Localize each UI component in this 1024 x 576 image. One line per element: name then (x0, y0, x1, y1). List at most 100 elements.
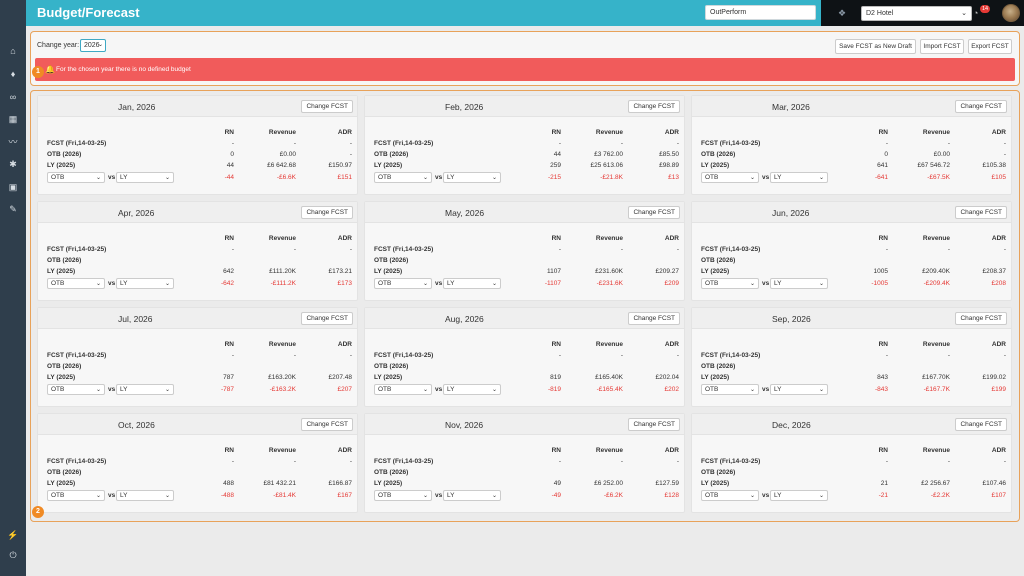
diff-revenue: -£209.4K (923, 280, 950, 287)
change-fcst-button[interactable]: Change FCST (955, 312, 1007, 325)
compare-left-select[interactable]: OTB ⌄ (374, 490, 432, 501)
change-fcst-button[interactable]: Change FCST (628, 418, 680, 431)
adr-header: ADR (991, 341, 1006, 348)
compare-right-select[interactable]: LY ⌄ (116, 384, 174, 395)
notification-badge[interactable]: 14 (980, 5, 991, 13)
compare-left-select[interactable]: OTB ⌄ (701, 490, 759, 501)
compare-left-select[interactable]: OTB ⌄ (47, 384, 105, 395)
compare-left-select[interactable]: OTB ⌄ (47, 490, 105, 501)
image-icon[interactable]: ▣ (8, 182, 18, 192)
ly-adr: £107.46 (982, 480, 1007, 487)
fcst-rn: - (558, 246, 561, 253)
compare-right-select[interactable]: LY ⌄ (770, 278, 828, 289)
compare-left-value: OTB (705, 280, 719, 287)
plug-icon[interactable]: ⚡ (7, 530, 19, 540)
month-card-header: Aug, 2026 Change FCST (365, 308, 684, 329)
compare-left-select[interactable]: OTB ⌄ (374, 278, 432, 289)
compare-left-select[interactable]: OTB ⌄ (374, 384, 432, 395)
month-card-header: Sep, 2026 Change FCST (692, 308, 1011, 329)
fcst-adr: - (349, 458, 352, 465)
hotel-select[interactable]: D2 Hotel ⌄ (861, 6, 972, 21)
compare-left-value: OTB (378, 386, 392, 393)
month-card: Apr, 2026 Change FCST RN Revenue ADR FCS… (37, 201, 358, 301)
compare-left-select[interactable]: OTB ⌄ (701, 278, 759, 289)
compare-right-value: LY (120, 386, 128, 393)
month-card-header: Oct, 2026 Change FCST (38, 414, 357, 435)
compare-left-select[interactable]: OTB ⌄ (47, 278, 105, 289)
diff-rn: -215 (547, 174, 561, 181)
compare-right-select[interactable]: LY ⌄ (770, 172, 828, 183)
change-fcst-button[interactable]: Change FCST (955, 100, 1007, 113)
ly-row-label: LY (2025) (701, 480, 730, 487)
month-card-header: Jun, 2026 Change FCST (692, 202, 1011, 223)
vs-label: vs (435, 386, 443, 393)
compare-left-select[interactable]: OTB ⌄ (701, 384, 759, 395)
rn-header: RN (224, 447, 234, 454)
compare-right-select[interactable]: LY ⌄ (443, 490, 501, 501)
change-fcst-button[interactable]: Change FCST (301, 312, 353, 325)
change-fcst-button[interactable]: Change FCST (955, 206, 1007, 219)
save-fcst-draft-button[interactable]: Save FCST as New Draft (835, 39, 916, 54)
change-fcst-button[interactable]: Change FCST (301, 418, 353, 431)
change-fcst-button[interactable]: Change FCST (301, 206, 353, 219)
chevron-down-icon: ⌄ (422, 175, 428, 181)
ly-row-label: LY (2025) (47, 480, 76, 487)
year-select[interactable]: 2026 ⌄ (80, 39, 106, 52)
change-fcst-button[interactable]: Change FCST (628, 312, 680, 325)
compare-right-select[interactable]: LY ⌄ (116, 490, 174, 501)
compare-right-select[interactable]: LY ⌄ (116, 278, 174, 289)
diff-rn: -1005 (871, 280, 888, 287)
wrench-icon[interactable]: ✎ (9, 204, 17, 214)
compare-left-select[interactable]: OTB ⌄ (374, 172, 432, 183)
compare-right-select[interactable]: LY ⌄ (770, 490, 828, 501)
compare-left-value: OTB (705, 386, 719, 393)
home-icon[interactable]: ⌂ (10, 46, 16, 56)
clock-icon[interactable]: ◔ (973, 8, 979, 18)
compare-left-select[interactable]: OTB ⌄ (701, 172, 759, 183)
compare-right-select[interactable]: LY ⌄ (116, 172, 174, 183)
search-input[interactable]: OutPerform (705, 5, 816, 20)
binoculars-icon[interactable]: ∞ (9, 92, 17, 102)
header: Budget/Forecast OutPerform (26, 0, 821, 26)
chart-line-icon[interactable]: 〰 (8, 137, 18, 147)
rn-header: RN (878, 447, 888, 454)
fcst-adr: - (1003, 140, 1006, 147)
change-fcst-button[interactable]: Change FCST (955, 418, 1007, 431)
compare-right-select[interactable]: LY ⌄ (770, 384, 828, 395)
compare-right-select[interactable]: LY ⌄ (443, 278, 501, 289)
compare-left-select[interactable]: OTB ⌄ (47, 172, 105, 183)
fcst-revenue: - (947, 246, 950, 253)
compare-right-select[interactable]: LY ⌄ (443, 384, 501, 395)
export-fcst-button[interactable]: Export FCST (968, 39, 1012, 54)
chevron-down-icon: ⌄ (818, 281, 824, 287)
vs-label: vs (108, 280, 116, 287)
diff-rn: -819 (547, 386, 561, 393)
power-icon[interactable]: ⏻ (9, 550, 17, 560)
sidebar: ⌂ ♦ ∞ ▦ 〰 ✱ ▣ ✎ ⚡ ⏻ (0, 0, 26, 576)
ly-rn: 843 (877, 374, 888, 381)
diff-rn: -1107 (544, 280, 561, 287)
otb-row-label: OTB (2026) (701, 363, 736, 370)
month-card: Sep, 2026 Change FCST RN Revenue ADR FCS… (691, 307, 1012, 407)
change-fcst-button[interactable]: Change FCST (301, 100, 353, 113)
ly-row-label: LY (2025) (374, 268, 403, 275)
diamond-icon[interactable]: ♦ (10, 69, 16, 79)
fcst-row-label: FCST (Fri,14-03-25) (701, 458, 761, 465)
rn-header: RN (878, 235, 888, 242)
revenue-header: Revenue (922, 341, 950, 348)
adr-header: ADR (664, 235, 679, 242)
import-fcst-button[interactable]: Import FCST (920, 39, 964, 54)
compare-right-select[interactable]: LY ⌄ (443, 172, 501, 183)
change-fcst-button[interactable]: Change FCST (628, 100, 680, 113)
diff-adr: £167 (337, 492, 352, 499)
table-icon[interactable]: ▦ (8, 114, 18, 124)
gear-icon[interactable]: ✱ (9, 159, 17, 169)
avatar[interactable] (1002, 4, 1020, 22)
change-fcst-button[interactable]: Change FCST (628, 206, 680, 219)
ly-adr: £202.04 (655, 374, 680, 381)
fcst-adr: - (349, 140, 352, 147)
fcst-rn: - (231, 246, 234, 253)
compare-left-value: OTB (51, 492, 65, 499)
fcst-revenue: - (620, 246, 623, 253)
ly-adr: £209.27 (655, 268, 680, 275)
